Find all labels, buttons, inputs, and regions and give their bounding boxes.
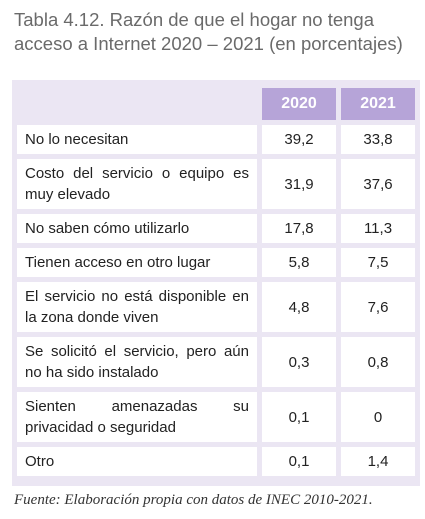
source-note: Fuente: Elaboración propia con datos de … [14,492,373,508]
cell-value: 1,4 [341,447,415,476]
table-row: No saben cómo utilizarlo 17,8 11,3 [17,214,415,243]
table-row: Se solicitó el servicio, pero aún no ha … [17,337,415,387]
cell-value: 0 [341,392,415,442]
table-row: Otro 0,1 1,4 [17,447,415,476]
table-row: Sienten amenazadas su privacidad o segur… [17,392,415,442]
cell-value: 4,8 [262,282,336,332]
cell-value: 11,3 [341,214,415,243]
table-row: El servicio no está disponible en la zon… [17,282,415,332]
cell-value: 31,9 [262,159,336,209]
table-row: No lo necesitan 39,2 33,8 [17,125,415,154]
cell-value: 17,8 [262,214,336,243]
row-label: Costo del servicio o equipo es muy eleva… [17,159,257,209]
cell-value: 7,6 [341,282,415,332]
blank-header [17,88,257,120]
row-label: No saben cómo utilizarlo [17,214,257,243]
header-row: 2020 2021 [17,88,415,120]
cell-value: 33,8 [341,125,415,154]
table-row: Tienen acceso en otro lugar 5,8 7,5 [17,248,415,277]
row-label: No lo necesitan [17,125,257,154]
row-label: Sienten amenazadas su privacidad o segur… [17,392,257,442]
cell-value: 37,6 [341,159,415,209]
table-body: No lo necesitan 39,2 33,8 Costo del servici… [17,125,415,476]
cell-value: 0,1 [262,392,336,442]
row-label: Tienen acceso en otro lugar [17,248,257,277]
row-label: El servicio no está disponible en la zon… [17,282,257,332]
cell-value: 0,8 [341,337,415,387]
cell-value: 5,8 [262,248,336,277]
row-label: Se solicitó el servicio, pero aún no ha … [17,337,257,387]
cell-value: 39,2 [262,125,336,154]
column-header: 2020 [262,88,336,120]
column-header: 2021 [341,88,415,120]
table-box: 2020 2021 No lo necesitan 39,2 33,8 Costo d… [12,80,420,486]
cell-value: 0,3 [262,337,336,387]
cell-value: 7,5 [341,248,415,277]
row-label: Otro [17,447,257,476]
table-row: Costo del servicio o equipo es muy eleva… [17,159,415,209]
cell-value: 0,1 [262,447,336,476]
table: 2020 2021 No lo necesitan 39,2 33,8 Costo d… [12,83,420,481]
table-title: Tabla 4.12. Razón de que el hogar no ten… [14,9,403,54]
